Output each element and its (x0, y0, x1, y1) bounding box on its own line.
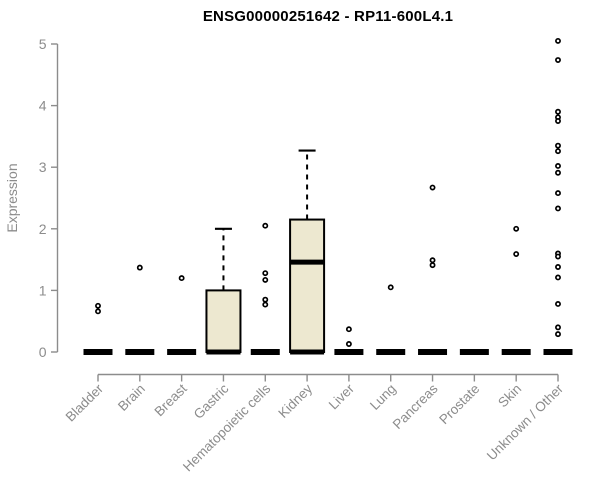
outlier-point (178, 275, 185, 282)
outlier-point (513, 251, 520, 258)
y-tick-label: 3 (39, 159, 47, 175)
outlier-point (555, 142, 561, 149)
x-tick-label: Pancreas (390, 381, 441, 432)
outlier-point (262, 301, 269, 308)
outlier-point (429, 184, 436, 191)
y-tick-label: 0 (39, 344, 47, 360)
outlier-point (555, 163, 561, 169)
outlier-point (555, 148, 561, 155)
outlier-point (555, 57, 561, 63)
y-tick-label: 5 (39, 36, 47, 52)
outlier-point (555, 108, 561, 115)
outlier-point (429, 257, 436, 264)
outlier-point (387, 284, 394, 291)
outlier-point (555, 37, 561, 44)
x-tick-label: Kidney (275, 381, 315, 421)
outlier-point (262, 270, 269, 277)
outlier-point (555, 301, 561, 307)
outlier-point (429, 262, 436, 269)
x-tick-label: Lung (367, 381, 399, 413)
outlier-point (555, 331, 561, 338)
x-tick-label: Liver (326, 381, 358, 413)
outlier-point (555, 190, 561, 197)
outlier-point (136, 264, 143, 271)
outlier-point (345, 326, 352, 333)
y-tick-label: 1 (39, 282, 47, 298)
outlier-point (555, 118, 561, 124)
outlier-point (555, 274, 561, 281)
x-tick-label: Gastric (191, 381, 232, 422)
x-tick-label: Prostate (436, 381, 482, 427)
y-tick-label: 4 (39, 98, 47, 114)
box-body (289, 218, 326, 353)
x-tick-label: Brain (115, 381, 148, 414)
outlier-point (345, 341, 352, 347)
box-body (205, 289, 242, 353)
outlier-point (95, 308, 101, 315)
y-axis-title: Expression (4, 163, 20, 233)
x-tick-label: Skin (495, 381, 524, 410)
outlier-point (555, 205, 561, 212)
outlier-point (262, 296, 269, 303)
outlier-point (513, 225, 520, 232)
outlier-point (95, 302, 101, 309)
x-tick-label: Breast (152, 381, 190, 419)
outlier-point (262, 222, 269, 229)
x-tick-label: Unknown / Other (484, 381, 567, 464)
outlier-point (555, 324, 561, 331)
outlier-point (555, 264, 561, 270)
outlier-point (262, 276, 269, 283)
outlier-point (555, 253, 561, 260)
y-tick-label: 2 (39, 221, 47, 237)
chart-title: ENSG00000251642 - RP11-600L4.1 (202, 8, 454, 25)
x-tick-label: Bladder (63, 381, 107, 425)
outlier-point (555, 169, 561, 176)
